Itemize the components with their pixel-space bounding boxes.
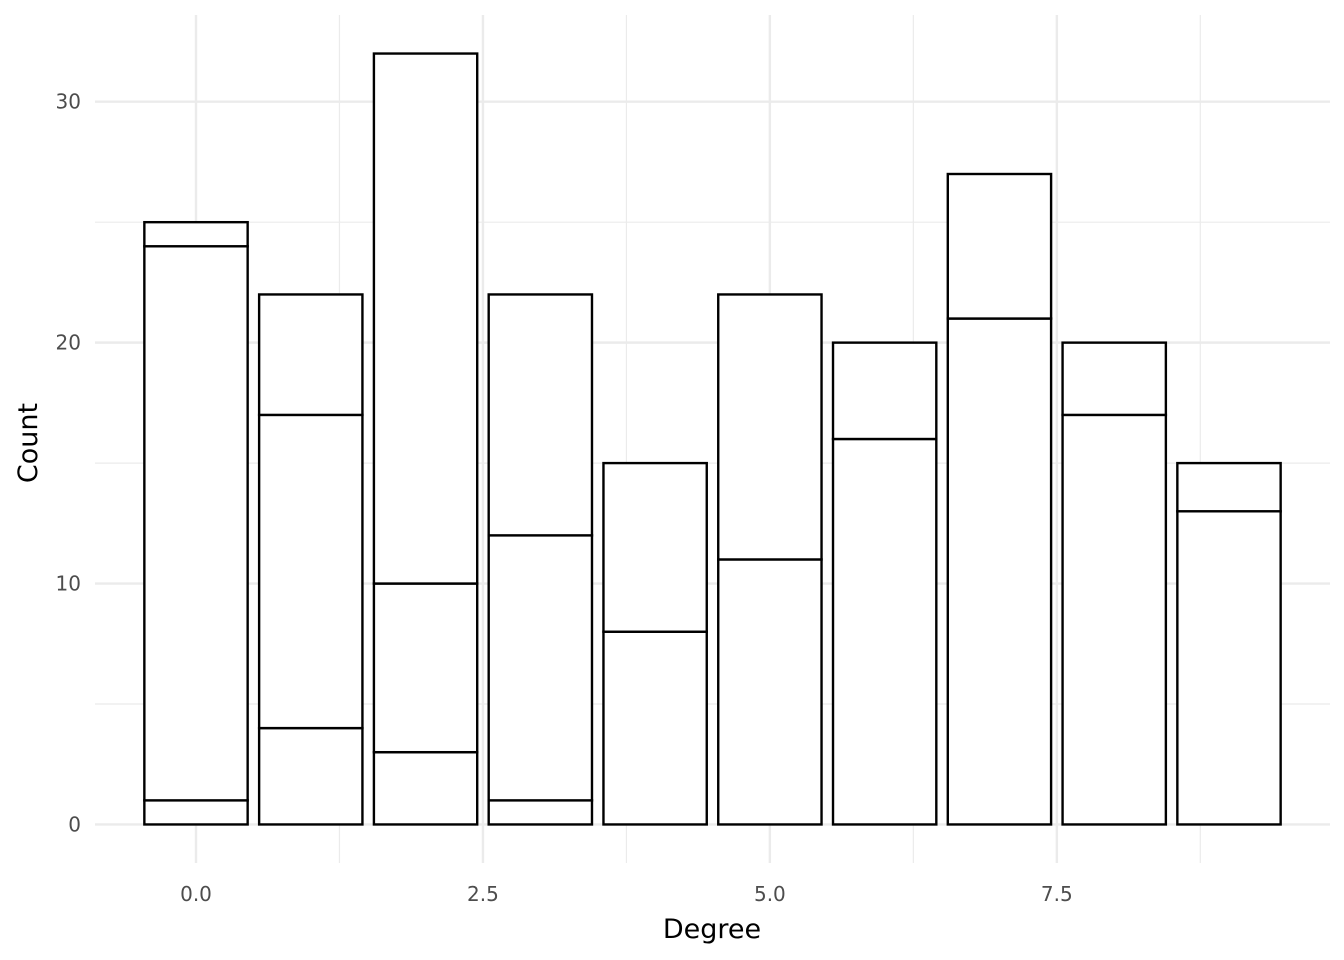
bar-segment — [831, 437, 938, 826]
bar-segment — [143, 245, 249, 802]
x-tick-label: 5.0 — [754, 882, 786, 906]
y-axis-tick-labels: 0 10 20 30 — [56, 90, 81, 837]
bar-segment — [1176, 510, 1282, 826]
bar-segment — [946, 172, 1053, 320]
bar-segment — [487, 534, 594, 802]
bars — [143, 52, 1282, 826]
bar-segment — [1061, 413, 1168, 826]
bar-segment — [602, 461, 708, 633]
y-tick-label: 10 — [56, 572, 81, 596]
bar-segment — [372, 52, 479, 585]
y-axis-title: Count — [13, 403, 44, 483]
bar-segment — [257, 726, 364, 826]
bar-segment — [372, 750, 479, 826]
y-tick-label: 30 — [56, 90, 81, 114]
x-tick-label: 2.5 — [467, 882, 499, 906]
x-axis-title: Degree — [663, 914, 761, 945]
x-tick-label: 0.0 — [180, 882, 212, 906]
bar-segment — [1176, 461, 1282, 513]
bar-segment — [143, 220, 249, 248]
bar-segment — [831, 341, 938, 441]
bar-segment — [602, 630, 708, 826]
bar-segment — [257, 413, 364, 730]
bar-segment — [372, 582, 479, 754]
y-tick-label: 20 — [56, 331, 81, 355]
bar-segment — [487, 799, 594, 826]
y-tick-label: 0 — [68, 812, 81, 836]
bar-segment — [143, 799, 249, 826]
bar-segment — [717, 293, 823, 561]
bar-segment — [257, 293, 364, 417]
bar-segment — [487, 293, 594, 537]
x-tick-label: 7.5 — [1041, 882, 1073, 906]
x-axis-tick-labels: 0.0 2.5 5.0 7.5 — [180, 882, 1073, 906]
bar-segment — [946, 317, 1053, 826]
bar-segment — [1061, 341, 1168, 417]
bar-segment — [717, 558, 823, 826]
